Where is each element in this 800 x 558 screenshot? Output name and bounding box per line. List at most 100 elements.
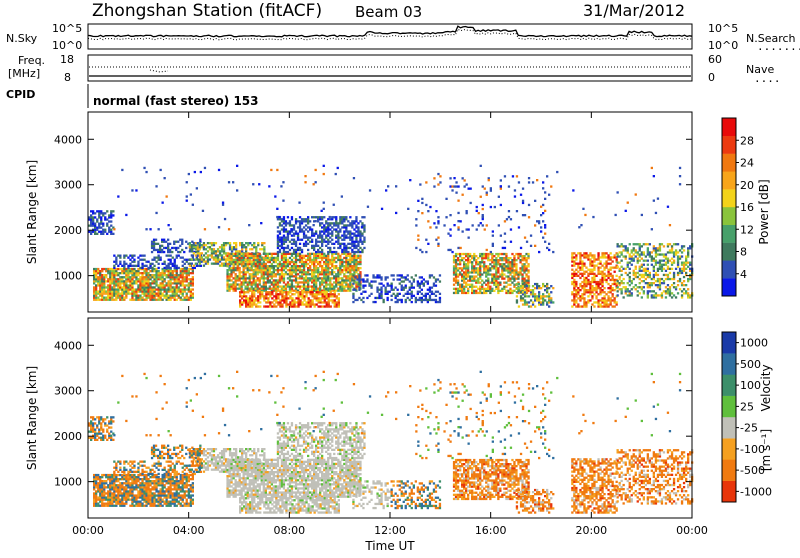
power-cell bbox=[612, 305, 614, 307]
power-cell bbox=[341, 226, 343, 228]
power-cell bbox=[162, 286, 164, 288]
power-cell bbox=[427, 293, 429, 295]
power-cell bbox=[337, 283, 339, 285]
power-cell bbox=[352, 295, 354, 297]
power-cell bbox=[222, 204, 224, 206]
power-cell bbox=[649, 284, 651, 286]
power-cell bbox=[581, 287, 583, 289]
power-cell bbox=[172, 270, 174, 272]
power-cell bbox=[158, 259, 160, 261]
power-cell bbox=[349, 261, 351, 263]
power-cell bbox=[399, 283, 401, 285]
power-cell bbox=[629, 255, 631, 257]
power-cell bbox=[328, 293, 330, 295]
power-cell bbox=[251, 293, 253, 295]
power-cell bbox=[241, 248, 243, 250]
power-cell bbox=[669, 251, 671, 253]
power-cell bbox=[233, 271, 235, 273]
power-cell bbox=[153, 268, 155, 270]
power-cell bbox=[297, 269, 299, 271]
power-cell bbox=[637, 272, 639, 274]
power-cell bbox=[167, 249, 169, 251]
power-cell bbox=[279, 230, 281, 232]
power-cell bbox=[599, 271, 601, 273]
power-cell bbox=[147, 290, 149, 292]
power-cell bbox=[573, 299, 575, 301]
power-cell bbox=[522, 285, 524, 287]
power-cell bbox=[466, 228, 468, 230]
power-cell bbox=[520, 299, 522, 301]
power-cell bbox=[273, 269, 275, 271]
power-cell bbox=[343, 224, 345, 226]
power-cell bbox=[477, 267, 479, 269]
power-cell bbox=[521, 259, 523, 261]
power-cell bbox=[633, 270, 635, 272]
power-cell bbox=[523, 259, 525, 261]
power-cell bbox=[619, 251, 621, 253]
power-cell bbox=[439, 274, 441, 276]
power-cell bbox=[195, 246, 197, 248]
power-cell bbox=[139, 286, 141, 288]
power-cell bbox=[176, 265, 178, 267]
power-cell bbox=[573, 256, 575, 258]
power-cell bbox=[309, 279, 311, 281]
power-cell bbox=[338, 303, 340, 305]
power-cell bbox=[329, 279, 331, 281]
power-cell bbox=[617, 294, 619, 296]
power-cell bbox=[359, 267, 361, 269]
power-cell bbox=[153, 241, 155, 243]
power-cell bbox=[497, 292, 499, 294]
power-cell bbox=[575, 299, 577, 301]
power-cell bbox=[287, 273, 289, 275]
power-cell bbox=[182, 272, 184, 274]
power-cell bbox=[343, 269, 345, 271]
power-cell bbox=[641, 251, 643, 253]
power-cell bbox=[153, 249, 155, 251]
power-cell bbox=[643, 276, 645, 278]
power-cell bbox=[364, 280, 366, 282]
power-cell bbox=[149, 278, 151, 280]
power-cell bbox=[253, 269, 255, 271]
power-cell bbox=[407, 293, 409, 295]
power-cell bbox=[653, 258, 655, 260]
power-cell bbox=[391, 274, 393, 276]
power-cell bbox=[321, 255, 323, 257]
power-cell bbox=[239, 273, 241, 275]
power-cell bbox=[305, 245, 307, 247]
power-cell bbox=[225, 252, 227, 254]
power-cell bbox=[325, 288, 327, 290]
power-cell bbox=[213, 256, 215, 258]
power-cell bbox=[281, 277, 283, 279]
power-cell bbox=[489, 282, 491, 284]
power-cell bbox=[283, 261, 285, 263]
power-cell bbox=[239, 285, 241, 287]
power-cell bbox=[619, 255, 621, 257]
power-cell bbox=[321, 283, 323, 285]
power-cell bbox=[176, 274, 178, 276]
power-cell bbox=[189, 242, 191, 244]
power-cell bbox=[587, 281, 589, 283]
power-cell bbox=[281, 263, 283, 265]
power-cell bbox=[403, 276, 405, 278]
power-cell bbox=[453, 280, 455, 282]
power-cell bbox=[479, 286, 481, 288]
power-cell bbox=[108, 214, 110, 216]
power-cell bbox=[199, 244, 201, 246]
power-cell bbox=[605, 263, 607, 265]
power-cell bbox=[345, 265, 347, 267]
power-cell bbox=[579, 285, 581, 287]
power-cell bbox=[257, 288, 259, 290]
power-cell bbox=[313, 259, 315, 261]
power-cell bbox=[255, 275, 257, 277]
power-cell bbox=[237, 255, 239, 257]
power-cell bbox=[470, 202, 472, 204]
power-cell bbox=[299, 271, 301, 273]
power-cell bbox=[245, 246, 247, 248]
power-cell bbox=[259, 267, 261, 269]
power-cell bbox=[297, 259, 299, 261]
power-cell bbox=[536, 179, 538, 181]
power-cell bbox=[467, 284, 469, 286]
power-cell bbox=[667, 260, 669, 262]
power-cell bbox=[633, 260, 635, 262]
power-cell bbox=[277, 255, 279, 257]
